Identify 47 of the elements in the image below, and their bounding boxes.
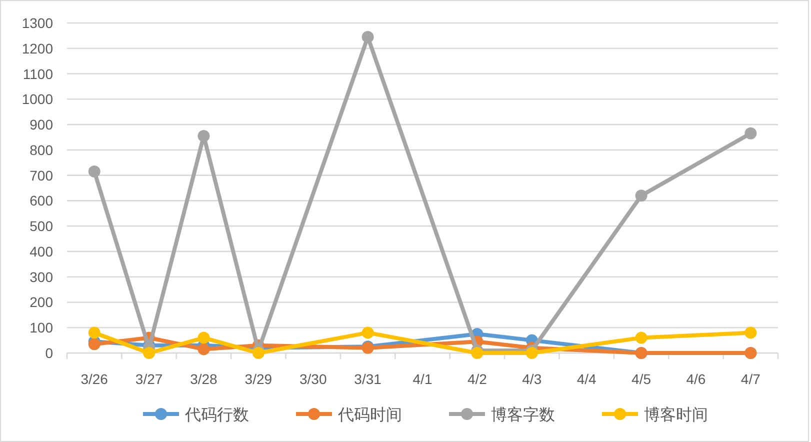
point xyxy=(198,130,210,142)
point xyxy=(744,326,757,339)
legend-label: 博客字数 xyxy=(491,406,555,424)
y-tick-label: 1000 xyxy=(22,91,54,108)
point xyxy=(635,190,648,202)
point xyxy=(526,347,538,359)
point xyxy=(198,343,210,356)
point xyxy=(362,30,374,43)
y-tick-label: 300 xyxy=(30,268,54,285)
point xyxy=(88,326,100,339)
x-tick-label: 4/7 xyxy=(740,371,761,387)
y-tick-label: 1100 xyxy=(22,66,54,82)
y-tick-label: 100 xyxy=(30,320,54,336)
x-tick-label: 4/4 xyxy=(576,371,597,387)
x-tick-label: 4/3 xyxy=(522,371,542,387)
y-tick-label: 800 xyxy=(30,142,54,158)
x-tick-label: 3/31 xyxy=(354,371,382,387)
point xyxy=(88,166,100,178)
point xyxy=(744,127,757,140)
x-tick-label: 3/27 xyxy=(135,371,163,387)
point xyxy=(143,347,156,359)
point xyxy=(88,338,100,350)
point xyxy=(471,347,484,359)
point xyxy=(362,326,374,339)
point xyxy=(635,332,648,344)
y-tick-label: 700 xyxy=(30,167,54,184)
x-tick-label: 4/5 xyxy=(632,371,652,387)
x-tick-label: 3/29 xyxy=(244,371,272,387)
y-tick-label: 900 xyxy=(30,116,54,133)
x-tick-label: 3/28 xyxy=(190,371,218,387)
x-tick-label: 3/26 xyxy=(80,371,108,387)
y-tick-label: 0 xyxy=(45,345,54,361)
x-tick-label: 4/1 xyxy=(412,371,432,387)
x-tick-label: 3/30 xyxy=(299,371,327,387)
x-tick-label: 4/6 xyxy=(686,371,706,387)
y-tick-label: 500 xyxy=(30,218,54,234)
y-tick-label: 200 xyxy=(30,294,54,310)
legend-label: 代码时间 xyxy=(337,406,402,424)
x-tick-label: 4/2 xyxy=(467,371,488,387)
point xyxy=(252,347,264,359)
point xyxy=(198,332,210,344)
y-tick-label: 600 xyxy=(30,192,54,209)
legend-label: 博客时间 xyxy=(644,406,708,424)
legend-label: 代码行数 xyxy=(184,407,249,424)
y-tick-label: 400 xyxy=(30,243,54,260)
y-tick-label: 1300 xyxy=(22,15,54,31)
y-tick-label: 1200 xyxy=(22,40,54,56)
